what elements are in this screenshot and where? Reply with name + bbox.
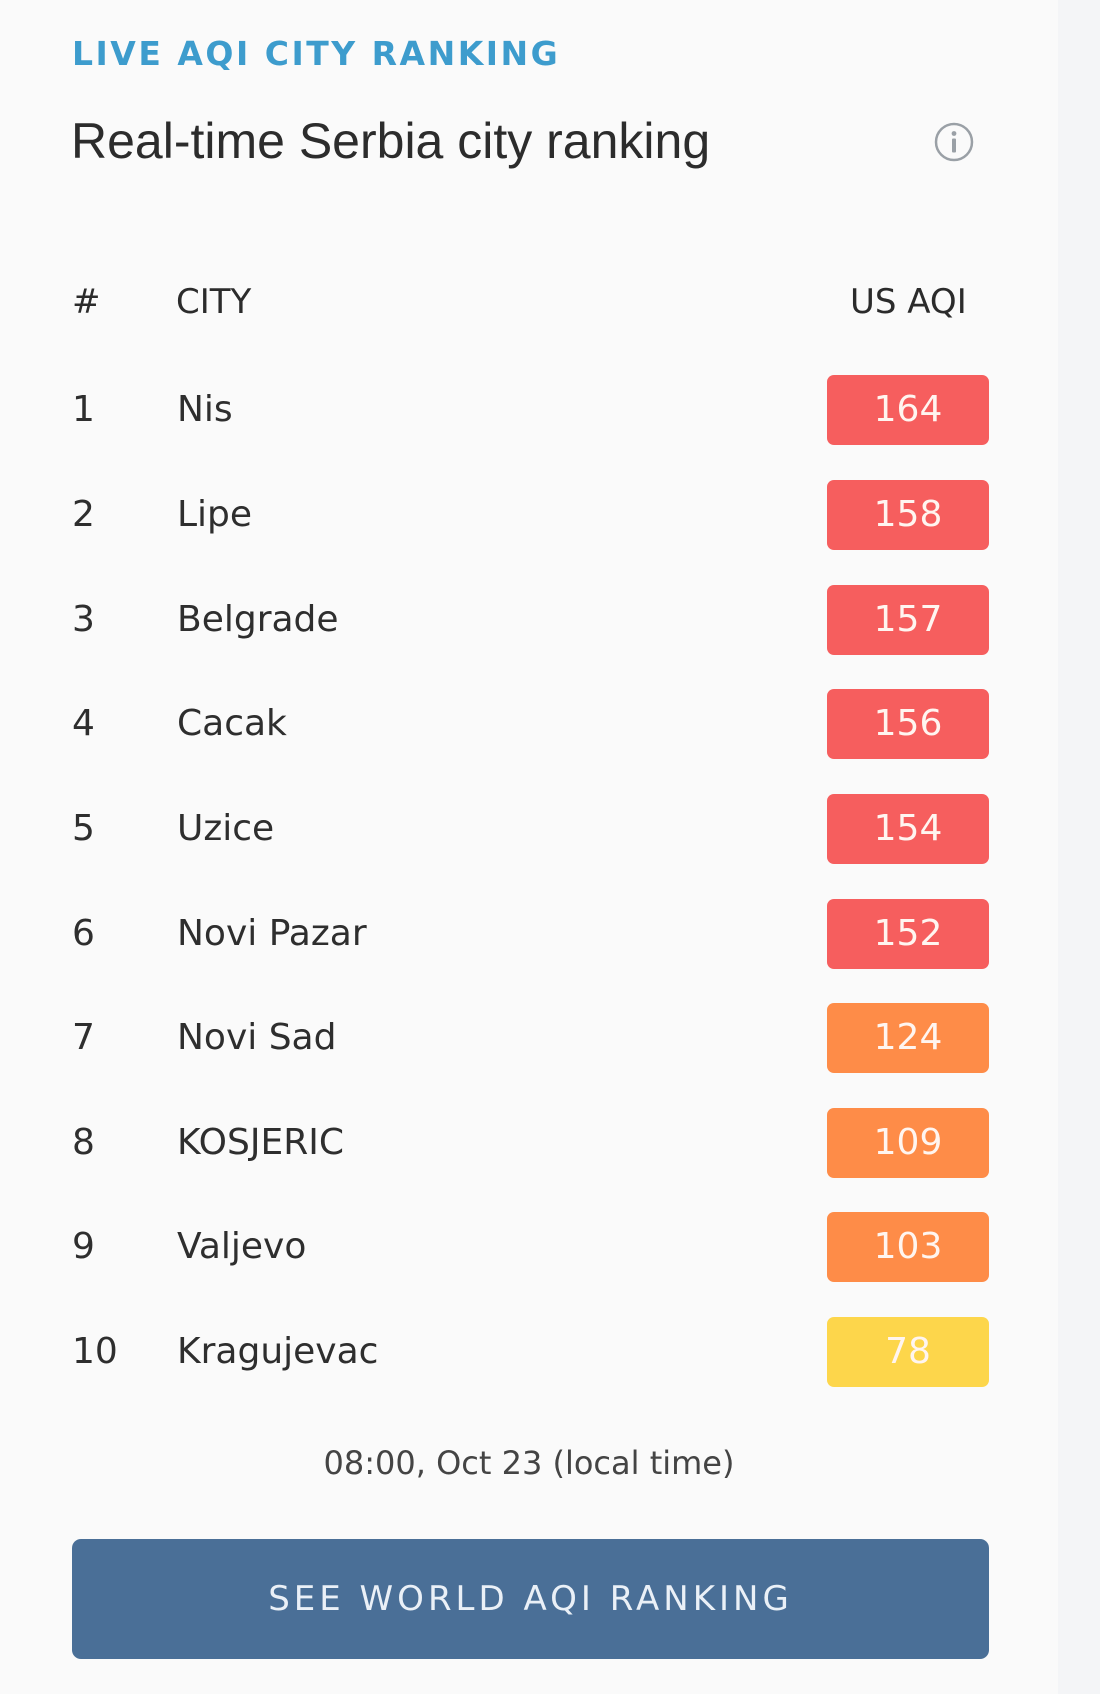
column-header-city: CITY — [176, 282, 252, 322]
ranking-card: LIVE AQI CITY RANKING Real-time Serbia c… — [0, 34, 1058, 1659]
aqi-badge: 164 — [827, 375, 989, 445]
table-row[interactable]: 2 Lipe 158 — [0, 480, 1058, 550]
row-city[interactable]: Valjevo — [177, 1226, 307, 1267]
row-city[interactable]: Cacak — [177, 703, 287, 744]
info-circle-icon[interactable] — [933, 121, 975, 163]
table-row[interactable]: 3 Belgrade 157 — [0, 585, 1058, 655]
aqi-badge: 154 — [827, 794, 989, 864]
row-rank: 1 — [72, 389, 95, 430]
aqi-badge: 78 — [827, 1317, 989, 1387]
table-row[interactable]: 1 Nis 164 — [0, 375, 1058, 445]
widget-title: Real-time Serbia city ranking — [71, 113, 711, 169]
aqi-badge: 157 — [827, 585, 989, 655]
row-rank: 5 — [72, 808, 95, 849]
row-city[interactable]: KOSJERIC — [177, 1122, 344, 1163]
aqi-badge: 124 — [827, 1003, 989, 1073]
row-rank: 4 — [72, 703, 95, 744]
aqi-badge: 158 — [827, 480, 989, 550]
row-city[interactable]: Nis — [177, 389, 233, 430]
table-row[interactable]: 8 KOSJERIC 109 — [0, 1108, 1058, 1178]
table-row[interactable]: 6 Novi Pazar 152 — [0, 899, 1058, 969]
row-rank: 8 — [72, 1122, 95, 1163]
row-rank: 2 — [72, 494, 95, 535]
row-rank: 6 — [72, 913, 95, 954]
update-timestamp: 08:00, Oct 23 (local time) — [323, 1444, 735, 1482]
table-row[interactable]: 10 Kragujevac 78 — [0, 1317, 1058, 1387]
aqi-badge: 109 — [827, 1108, 989, 1178]
table-row[interactable]: 9 Valjevo 103 — [0, 1212, 1058, 1282]
row-rank: 9 — [72, 1226, 95, 1267]
aqi-badge: 156 — [827, 689, 989, 759]
row-city[interactable]: Novi Pazar — [177, 913, 367, 954]
aqi-badge: 152 — [827, 899, 989, 969]
table-row[interactable]: 5 Uzice 154 — [0, 794, 1058, 864]
row-city[interactable]: Kragujevac — [177, 1331, 379, 1372]
aqi-badge: 103 — [827, 1212, 989, 1282]
row-city[interactable]: Lipe — [177, 494, 253, 535]
row-rank: 10 — [72, 1331, 118, 1372]
row-rank: 3 — [72, 599, 95, 640]
column-header-aqi: US AQI — [850, 282, 967, 322]
column-header-rank: # — [72, 282, 101, 322]
table-row[interactable]: 4 Cacak 156 — [0, 689, 1058, 759]
table-row[interactable]: 7 Novi Sad 124 — [0, 1003, 1058, 1073]
row-city[interactable]: Uzice — [177, 808, 275, 849]
row-city[interactable]: Novi Sad — [177, 1017, 337, 1058]
row-rank: 7 — [72, 1017, 95, 1058]
row-city[interactable]: Belgrade — [177, 599, 339, 640]
see-world-ranking-button[interactable]: SEE WORLD AQI RANKING — [72, 1539, 989, 1659]
widget-eyebrow: LIVE AQI CITY RANKING — [72, 34, 561, 73]
